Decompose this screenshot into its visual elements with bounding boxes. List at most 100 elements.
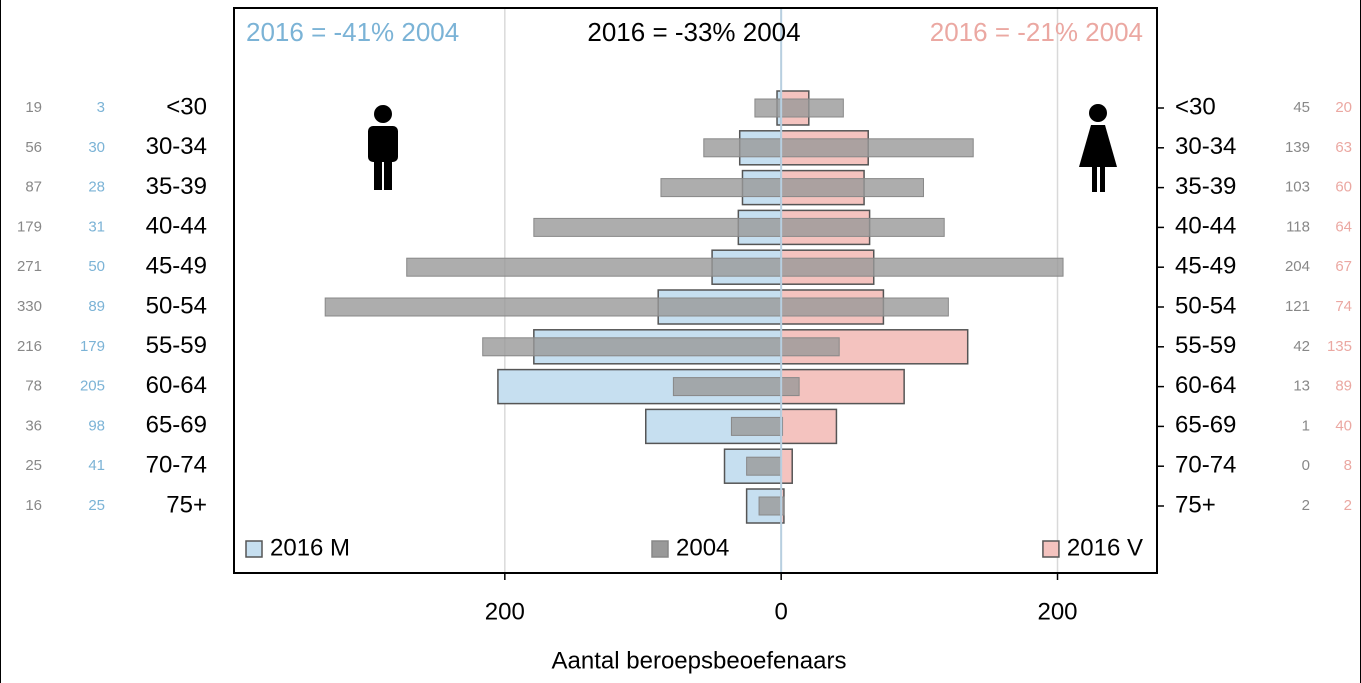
x-axis-label: Aantal beroepsbeoefenaars bbox=[552, 647, 847, 674]
legend-swatch bbox=[651, 540, 669, 558]
value-label-2016-m: 41 bbox=[88, 457, 105, 474]
category-label-right: 50-54 bbox=[1175, 292, 1236, 319]
x-tick-label: 200 bbox=[1037, 598, 1077, 625]
bar-2004-v bbox=[780, 257, 1064, 277]
bar-2004-v bbox=[780, 337, 840, 357]
value-label-2004-v: 204 bbox=[1285, 258, 1310, 275]
category-label-right: 60-64 bbox=[1175, 372, 1236, 399]
bar-2004-m bbox=[672, 377, 782, 397]
value-label-2016-v: 2 bbox=[1344, 497, 1352, 514]
value-label-2004-m: 25 bbox=[25, 457, 42, 474]
bar-2004-m bbox=[730, 416, 782, 436]
bar-2004-m bbox=[660, 178, 782, 198]
value-label-2016-v: 89 bbox=[1335, 378, 1352, 395]
value-label-2016-m: 98 bbox=[88, 417, 105, 434]
bar-2004-v bbox=[780, 297, 949, 317]
category-label-left: 70-74 bbox=[146, 452, 207, 479]
category-label-right: 75+ bbox=[1175, 491, 1216, 518]
category-label-right: 35-39 bbox=[1175, 173, 1236, 200]
value-label-2016-v: 63 bbox=[1335, 139, 1352, 156]
value-label-2004-v: 13 bbox=[1293, 378, 1310, 395]
value-label-2004-m: 330 bbox=[17, 298, 42, 315]
value-label-2016-v: 67 bbox=[1335, 258, 1352, 275]
legend-swatch bbox=[245, 540, 263, 558]
value-label-2016-m: 31 bbox=[88, 218, 105, 235]
bar-2004-m bbox=[746, 456, 782, 476]
value-label-2004-m: 19 bbox=[25, 99, 42, 116]
legend-label: 2004 bbox=[676, 534, 729, 561]
value-label-2004-v: 2 bbox=[1302, 497, 1310, 514]
value-label-2004-v: 121 bbox=[1285, 298, 1310, 315]
value-label-2004-v: 45 bbox=[1293, 99, 1310, 116]
male-icon bbox=[368, 105, 398, 190]
legend-label: 2016 V bbox=[1067, 534, 1143, 561]
category-label-left: 40-44 bbox=[146, 213, 207, 240]
value-label-2016-v: 8 bbox=[1344, 457, 1352, 474]
legend-label: 2016 M bbox=[270, 534, 350, 561]
bar-2004-v bbox=[780, 217, 945, 237]
value-label-2016-m: 205 bbox=[80, 378, 105, 395]
category-label-left: 65-69 bbox=[146, 412, 207, 439]
value-label-2004-m: 87 bbox=[25, 179, 42, 196]
value-label-2004-m: 36 bbox=[25, 417, 42, 434]
category-label-left: 60-64 bbox=[146, 372, 207, 399]
value-label-2004-v: 103 bbox=[1285, 179, 1310, 196]
category-label-left: 50-54 bbox=[146, 292, 207, 319]
title: 2016 = -21% 2004 bbox=[930, 17, 1143, 47]
category-label-right: 40-44 bbox=[1175, 213, 1236, 240]
value-label-2016-v: 40 bbox=[1335, 417, 1352, 434]
bar-2004-m bbox=[758, 496, 782, 516]
value-label-2004-v: 118 bbox=[1286, 218, 1310, 235]
value-label-2016-v: 20 bbox=[1335, 99, 1352, 116]
category-label-left: <30 bbox=[166, 93, 207, 120]
value-label-2016-m: 28 bbox=[88, 179, 105, 196]
category-label-right: 30-34 bbox=[1175, 133, 1236, 160]
value-label-2016-m: 30 bbox=[88, 139, 105, 156]
value-label-2004-m: 78 bbox=[25, 378, 42, 395]
value-label-2004-v: 0 bbox=[1302, 457, 1310, 474]
bar-2004-v bbox=[780, 178, 924, 198]
value-label-2004-v: 42 bbox=[1293, 338, 1310, 355]
bar-2004-v bbox=[780, 377, 800, 397]
category-label-right: 45-49 bbox=[1175, 253, 1236, 280]
category-label-right: <30 bbox=[1175, 93, 1216, 120]
legend-item: 2016 V bbox=[1042, 534, 1143, 561]
value-label-2004-m: 271 bbox=[17, 258, 42, 275]
value-label-2016-m: 179 bbox=[80, 338, 105, 355]
title: 2016 = -41% 2004 bbox=[246, 17, 459, 47]
value-label-2016-m: 25 bbox=[88, 497, 105, 514]
value-label-2016-v: 60 bbox=[1335, 179, 1352, 196]
bar-2004-m bbox=[324, 297, 782, 317]
bar-2004-m bbox=[482, 337, 782, 357]
x-tick-label: 0 bbox=[774, 598, 787, 625]
female-icon bbox=[1079, 104, 1117, 192]
value-label-2004-m: 56 bbox=[25, 139, 42, 156]
legend-swatch bbox=[1042, 540, 1060, 558]
bar-2004-v bbox=[780, 98, 844, 118]
value-label-2004-v: 1 bbox=[1302, 417, 1310, 434]
category-label-right: 65-69 bbox=[1175, 412, 1236, 439]
value-label-2016-m: 3 bbox=[97, 99, 105, 116]
bar-2004-m bbox=[533, 217, 782, 237]
value-label-2016-m: 89 bbox=[88, 298, 105, 315]
bar-2004-m bbox=[406, 257, 782, 277]
value-label-2004-m: 216 bbox=[17, 338, 42, 355]
category-label-right: 55-59 bbox=[1175, 332, 1236, 359]
category-label-left: 45-49 bbox=[146, 253, 207, 280]
legend-item: 2004 bbox=[651, 534, 729, 561]
value-label-2004-m: 16 bbox=[25, 497, 42, 514]
value-label-2004-v: 139 bbox=[1285, 139, 1310, 156]
x-tick-label: 200 bbox=[485, 598, 525, 625]
category-label-left: 55-59 bbox=[146, 332, 207, 359]
category-label-left: 75+ bbox=[166, 491, 207, 518]
category-label-left: 35-39 bbox=[146, 173, 207, 200]
legend-item: 2016 M bbox=[245, 534, 350, 561]
bar-2016-v bbox=[780, 408, 838, 445]
value-label-2016-v: 135 bbox=[1327, 338, 1352, 355]
bar-2004-m bbox=[703, 138, 782, 158]
title: 2016 = -33% 2004 bbox=[587, 17, 800, 47]
value-label-2016-v: 74 bbox=[1335, 298, 1352, 315]
plot-frame bbox=[233, 7, 1158, 574]
category-label-right: 70-74 bbox=[1175, 452, 1236, 479]
